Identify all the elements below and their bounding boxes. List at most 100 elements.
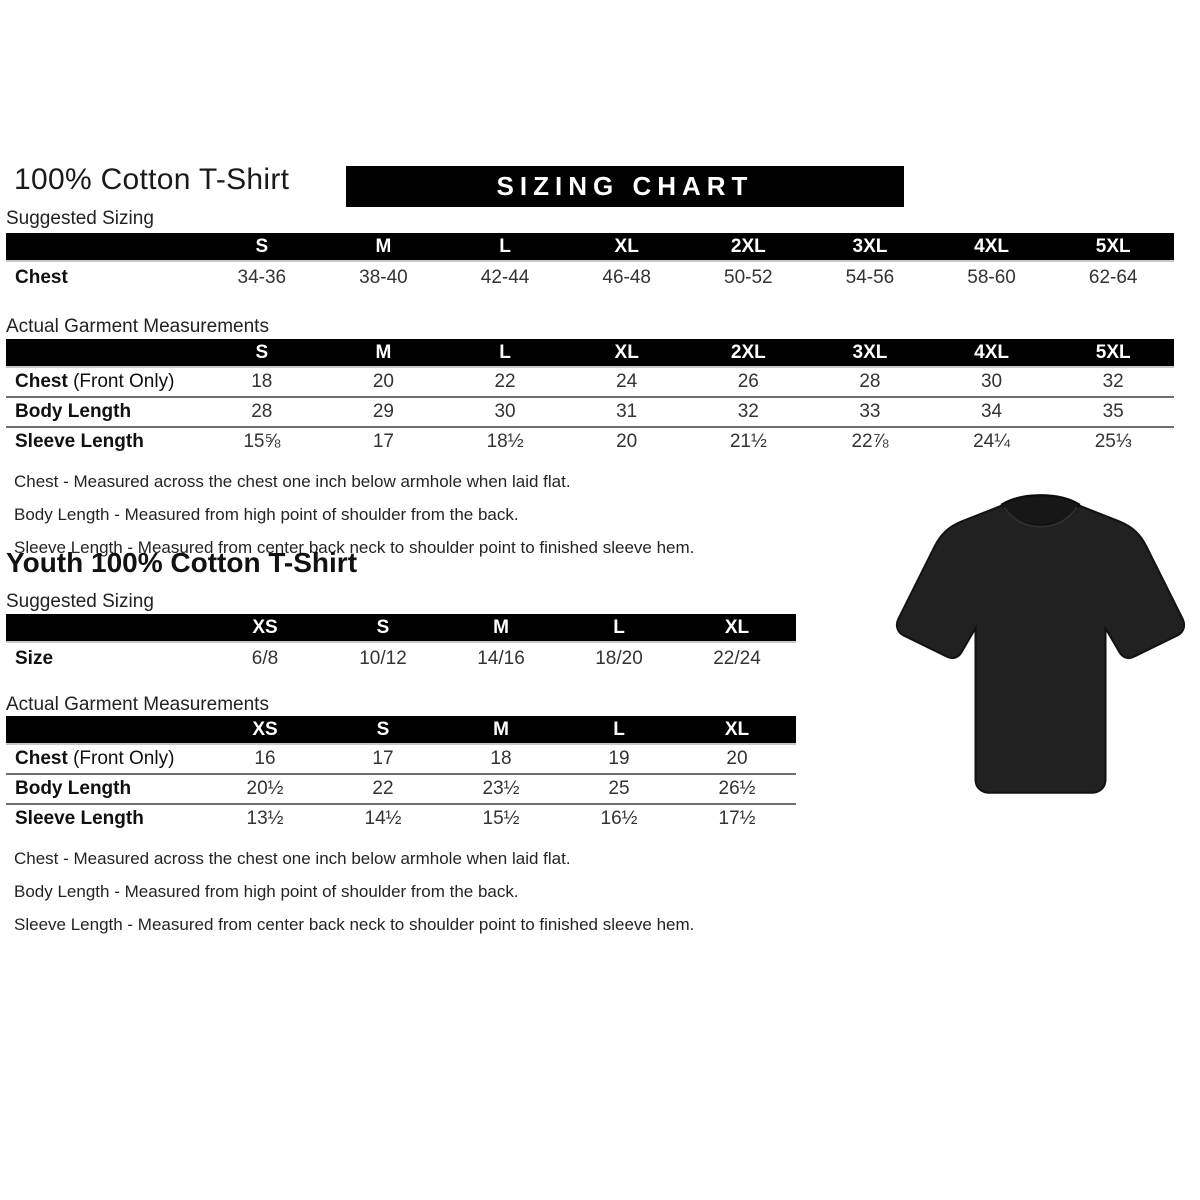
- cell: 10/12: [359, 647, 407, 669]
- row-label: Sleeve Length: [15, 431, 144, 452]
- header-cell: 5XL: [1095, 236, 1131, 257]
- header-cell: 4XL: [974, 342, 1009, 363]
- cell: 14½: [364, 808, 402, 829]
- header-cell: S: [376, 719, 390, 740]
- cell: 21½: [729, 431, 767, 452]
- cell: 17: [372, 431, 394, 452]
- table-header-row: XS S M L XL: [6, 614, 796, 643]
- cell: 54-56: [845, 266, 895, 288]
- cell: 18/20: [595, 647, 643, 669]
- header-cell: 2XL: [730, 342, 766, 363]
- cell: 32: [737, 401, 759, 422]
- cell: 38-40: [359, 266, 408, 288]
- youth-measurements-table: XS S M L XL Chest (Front Only) 16 17 18 …: [6, 716, 796, 833]
- note-body-length: Body Length - Measured from high point o…: [14, 505, 519, 524]
- adult-actual-measurements-label: Actual Garment Measurements: [6, 316, 269, 337]
- adult-suggested-sizing-label: Suggested Sizing: [6, 208, 154, 229]
- row-label: Chest (Front Only): [15, 748, 175, 769]
- row-label: Body Length: [15, 401, 132, 422]
- cell: 17½: [718, 808, 756, 829]
- header-cell: S: [376, 617, 390, 638]
- header-cell: XS: [252, 617, 278, 638]
- youth-suggested-sizing-table: XS S M L XL Size 6/8 10/12 14/16 18/20 2…: [6, 614, 796, 674]
- cell: 34-36: [237, 266, 287, 288]
- cell: 16½: [600, 808, 638, 829]
- cell: 58-60: [967, 266, 1016, 288]
- tshirt-collar-seam: [1003, 506, 1078, 528]
- note-body-length: Body Length - Measured from high point o…: [14, 882, 519, 901]
- cell: 26: [737, 371, 759, 392]
- cell: 25⅓: [1094, 431, 1132, 452]
- header-cell: M: [493, 719, 509, 740]
- row-label: Sleeve Length: [15, 808, 144, 829]
- adult-measurement-notes: Chest - Measured across the chest one in…: [14, 465, 694, 564]
- table-row-chest: Chest (Front Only) 16 17 18 19 20: [6, 745, 796, 773]
- cell: 17: [372, 748, 394, 769]
- header-cell: M: [493, 617, 509, 638]
- cell: 22/24: [713, 647, 761, 669]
- cell: 35: [1102, 401, 1124, 422]
- cell: 23½: [482, 778, 520, 799]
- cell: 6/8: [251, 647, 279, 669]
- table-row-size: Size 6/8 10/12 14/16 18/20 22/24: [6, 643, 796, 674]
- table-row-sleeve-length: Sleeve Length 15⅝ 17 18½ 20 21½ 22⅞ 24¼ …: [6, 426, 1174, 456]
- cell: 13½: [246, 808, 284, 829]
- cell: 20: [616, 431, 638, 452]
- cell: 18: [251, 371, 273, 392]
- header-cell: 3XL: [852, 236, 888, 257]
- cell: 29: [372, 401, 394, 422]
- header-cell: 3XL: [852, 342, 888, 363]
- cell: 25: [608, 778, 630, 799]
- header-cell: XS: [252, 719, 278, 740]
- table-row-sleeve-length: Sleeve Length 13½ 14½ 15½ 16½ 17½: [6, 803, 796, 833]
- note-chest: Chest - Measured across the chest one in…: [14, 472, 571, 491]
- cell: 20: [372, 371, 394, 392]
- table-row-chest: Chest (Front Only) 18 20 22 24 26 28 30 …: [6, 368, 1174, 396]
- youth-actual-measurements-label: Actual Garment Measurements: [6, 694, 269, 715]
- header-cell: XL: [724, 617, 750, 638]
- table-header-row: S M L XL 2XL 3XL 4XL 5XL: [6, 339, 1174, 368]
- cell: 34: [980, 401, 1003, 422]
- header-cell: 5XL: [1095, 342, 1131, 363]
- cell: 31: [616, 401, 638, 422]
- youth-section-title: Youth 100% Cotton T-Shirt: [6, 547, 358, 578]
- header-cell: L: [499, 342, 511, 363]
- header-cell: 4XL: [974, 236, 1009, 257]
- header-cell: M: [375, 342, 392, 363]
- page-title: 100% Cotton T-Shirt: [14, 163, 290, 196]
- table-header-row: S M L XL 2XL 3XL 4XL 5XL: [6, 233, 1174, 262]
- cell: 18: [490, 748, 512, 769]
- youth-measurement-notes: Chest - Measured across the chest one in…: [14, 842, 694, 941]
- header-cell: S: [255, 342, 269, 363]
- cell: 15⅝: [243, 431, 281, 452]
- cell: 18½: [486, 431, 524, 452]
- cell: 15½: [482, 808, 520, 829]
- header-cell: XL: [724, 719, 750, 740]
- note-sleeve-length: Sleeve Length - Measured from center bac…: [14, 915, 695, 934]
- table-row-body-length: Body Length 28 29 30 31 32 33 34 35: [6, 396, 1174, 426]
- cell: 20½: [246, 778, 284, 799]
- header-cell: M: [375, 236, 392, 257]
- cell: 33: [859, 401, 881, 422]
- row-label: Chest: [15, 266, 68, 288]
- tshirt-image: [888, 483, 1193, 813]
- cell: 50-52: [724, 266, 773, 288]
- table-row: Chest 34-36 38-40 42-44 46-48 50-52 54-5…: [6, 262, 1174, 293]
- cell: 26½: [718, 778, 756, 799]
- header-cell: XL: [614, 236, 639, 257]
- cell: 22⅞: [851, 431, 889, 452]
- cell: 16: [254, 748, 276, 769]
- header-cell: L: [613, 719, 625, 740]
- cell: 28: [859, 371, 881, 392]
- cell: 22: [372, 778, 394, 799]
- row-label: Chest (Front Only): [15, 371, 175, 392]
- cell: 30: [494, 401, 516, 422]
- adult-measurements-table: S M L XL 2XL 3XL 4XL 5XL Chest (Front On…: [6, 339, 1174, 456]
- table-row-body-length: Body Length 20½ 22 23½ 25 26½: [6, 773, 796, 803]
- cell: 20: [726, 748, 748, 769]
- adult-suggested-sizing-table: S M L XL 2XL 3XL 4XL 5XL Chest 34-36 38-…: [6, 233, 1174, 293]
- sizing-chart-banner-text: SIZING CHART: [496, 171, 754, 201]
- table-header-row: XS S M L XL: [6, 716, 796, 745]
- header-cell: L: [499, 236, 511, 257]
